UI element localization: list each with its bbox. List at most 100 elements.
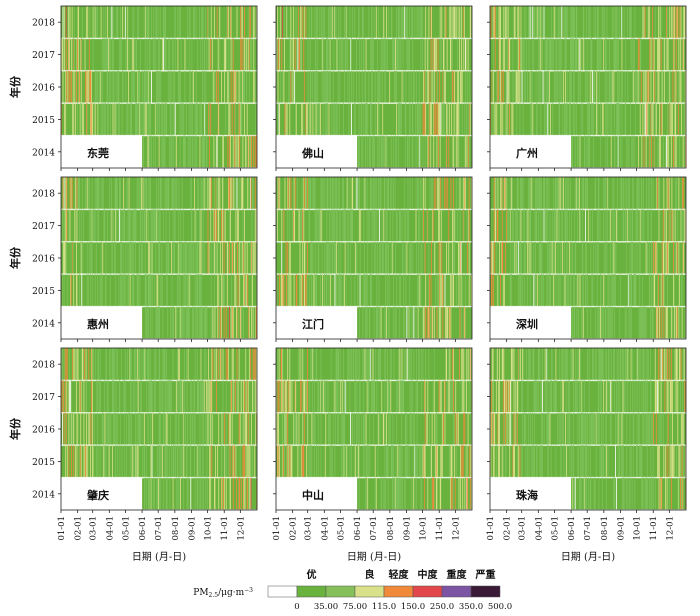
heat-cell <box>652 103 654 136</box>
heat-cell <box>537 6 539 39</box>
heat-cell <box>202 177 204 210</box>
heat-cell <box>133 445 135 478</box>
heat-cell <box>531 103 533 136</box>
heat-cell <box>87 177 89 210</box>
heat-cell <box>632 380 634 413</box>
heat-cell <box>404 241 406 275</box>
heat-cell <box>398 445 400 478</box>
heat-cell <box>380 135 382 168</box>
heat-cell <box>462 380 464 413</box>
heat-cell <box>222 135 224 168</box>
heat-cell <box>453 241 455 275</box>
heat-cell <box>629 477 631 510</box>
heat-cell <box>303 6 305 39</box>
panel-6: 深圳 <box>487 176 687 342</box>
heat-cell <box>451 6 453 39</box>
heat-cell <box>253 38 255 71</box>
heat-cell <box>458 477 460 510</box>
heat-cell <box>288 380 290 413</box>
heat-cell <box>442 70 444 104</box>
heat-cell <box>582 412 584 446</box>
heat-cell <box>516 177 518 210</box>
heat-cell <box>446 241 448 275</box>
heat-cell <box>588 135 590 168</box>
heat-cell <box>370 274 372 307</box>
heat-cell <box>191 380 193 413</box>
heat-cell <box>631 241 633 275</box>
heat-cell <box>616 477 617 510</box>
heat-cell <box>276 412 278 446</box>
heat-cell <box>238 477 240 510</box>
heat-cell <box>309 177 311 210</box>
heat-cell <box>657 70 659 104</box>
heat-cell <box>281 274 283 307</box>
heat-cell <box>351 209 353 242</box>
heat-cell <box>510 177 512 210</box>
heat-cell <box>516 412 518 446</box>
heat-cell <box>243 38 245 71</box>
heat-cell <box>547 412 549 446</box>
heat-cell <box>605 380 607 413</box>
heat-cell <box>454 477 456 510</box>
heat-cell <box>278 348 280 381</box>
heat-cell <box>512 103 514 136</box>
heat-cell <box>219 348 221 381</box>
heat-cell <box>523 209 525 242</box>
heat-cell <box>636 241 638 275</box>
heat-cell <box>458 274 460 307</box>
heat-cell <box>627 274 629 307</box>
heat-cell <box>231 274 233 307</box>
heat-cell <box>439 6 441 39</box>
heat-cell <box>362 38 364 71</box>
heat-cell <box>430 135 431 168</box>
heat-cell <box>432 380 434 413</box>
heat-cell <box>288 209 290 242</box>
heat-cell <box>460 274 462 307</box>
heat-cell <box>430 274 432 307</box>
heat-cell <box>636 348 637 381</box>
heat-cell <box>308 274 310 307</box>
heat-cell <box>440 209 442 242</box>
heat-cell <box>177 38 179 71</box>
heat-cell <box>62 209 63 242</box>
heat-cell <box>160 103 162 136</box>
heat-cell <box>91 348 93 381</box>
heat-cell <box>490 209 492 242</box>
heat-cell <box>675 6 677 39</box>
heat-cell <box>171 241 172 275</box>
heat-cell <box>608 306 609 339</box>
heat-cell <box>456 103 458 136</box>
heat-cell <box>452 70 453 104</box>
heat-cell <box>672 70 674 104</box>
heat-cell <box>358 445 359 478</box>
heat-cell <box>588 70 590 104</box>
heat-cell <box>438 274 439 307</box>
heat-cell <box>386 6 387 39</box>
heat-cell <box>655 70 657 104</box>
heat-cell <box>647 412 649 446</box>
heat-cell <box>238 177 240 210</box>
heat-cell <box>131 445 133 478</box>
heat-cell <box>284 103 286 136</box>
heat-cell <box>332 177 334 210</box>
heat-cell <box>372 135 373 168</box>
heat-cell <box>528 177 530 210</box>
heat-cell <box>397 477 399 510</box>
heat-cell <box>365 38 367 71</box>
heat-cell <box>395 306 397 339</box>
heat-cell <box>230 38 232 71</box>
heat-cell <box>668 135 670 168</box>
heat-cell <box>183 380 185 413</box>
heat-cell <box>605 348 607 381</box>
heat-cell <box>164 348 166 381</box>
heat-cell <box>407 38 409 71</box>
heat-cell <box>605 306 607 339</box>
heat-cell <box>307 38 309 71</box>
heat-cell <box>81 177 83 210</box>
heat-cell <box>570 177 571 210</box>
heat-cell <box>76 38 78 71</box>
heat-cell <box>159 209 161 242</box>
heat-cell <box>643 6 645 39</box>
heat-cell <box>422 103 424 136</box>
heat-cell <box>329 70 330 104</box>
